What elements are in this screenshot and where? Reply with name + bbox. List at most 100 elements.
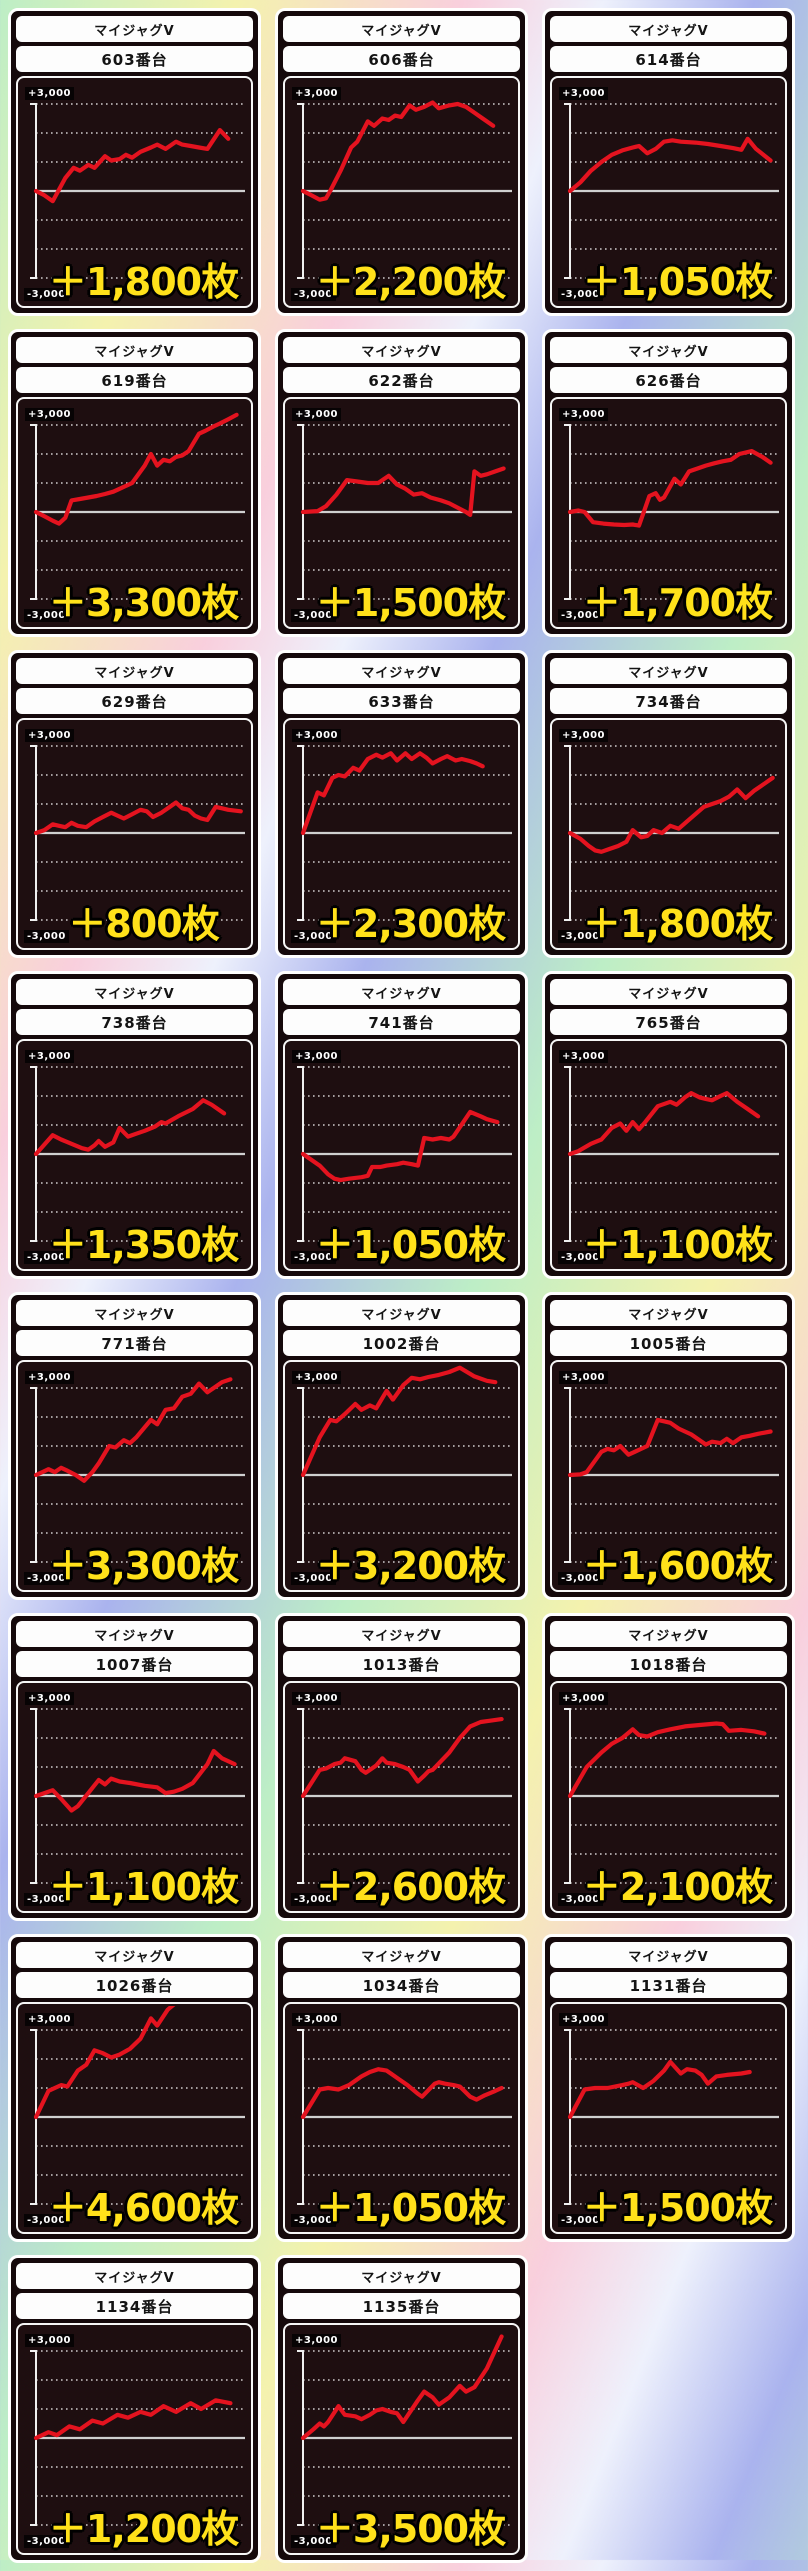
unit-number-label: 629番台 (16, 688, 253, 714)
axis-max-label: +3,000 (25, 2013, 75, 2026)
machine-card: マイジャグV 629番台 +3,000 -3,000 ＋800枚 (8, 650, 261, 958)
payout-line-chart (30, 2006, 245, 2205)
payout-line (33, 800, 243, 836)
chart-panel: +3,000 -3,000 ＋1,200枚 (16, 2323, 253, 2555)
axis-min-label: -3,000 (24, 930, 69, 943)
payout-line-chart (30, 1377, 245, 1563)
unit-number-label: 619番台 (16, 367, 253, 393)
payout-result: ＋4,600枚 (48, 2186, 239, 2230)
payout-result: ＋1,700枚 (582, 581, 773, 625)
payout-line (567, 775, 775, 854)
payout-result: ＋1,800枚 (48, 260, 239, 304)
payout-line (567, 136, 773, 194)
payout-line (33, 2006, 176, 2120)
chart-panel: +3,000 -3,000 ＋3,300枚 (16, 1360, 253, 1592)
chart-panel: +3,000 -3,000 ＋2,300枚 (283, 718, 520, 950)
machine-card: マイジャグV 622番台 +3,000 -3,000 ＋1,500枚 (275, 329, 528, 637)
unit-number-label: 734番台 (550, 688, 787, 714)
payout-line-chart (30, 1066, 245, 1242)
axis-max-label: +3,000 (292, 2013, 342, 2026)
payout-result: ＋3,300枚 (48, 1544, 239, 1588)
machine-name-label: マイジャグV (16, 658, 253, 684)
axis-min-label: -3,000 (558, 930, 603, 943)
payout-line (567, 2059, 752, 2120)
payout-result: ＋1,350枚 (48, 1223, 239, 1267)
payout-line-chart (297, 1066, 512, 1242)
unit-number-label: 606番台 (283, 46, 520, 72)
unit-number-label: 1131番台 (550, 1972, 787, 1998)
axis-max-label: +3,000 (559, 729, 609, 742)
axis-max-label: +3,000 (292, 2334, 342, 2347)
machine-name-label: マイジャグV (283, 979, 520, 1005)
chart-panel: +3,000 -3,000 ＋1,800枚 (550, 718, 787, 950)
machine-name-label: マイジャグV (550, 1621, 787, 1647)
unit-number-label: 741番台 (283, 1009, 520, 1035)
payout-line (33, 1377, 233, 1483)
unit-number-label: 1034番台 (283, 1972, 520, 1998)
payout-line (33, 412, 239, 526)
payout-line (567, 448, 773, 528)
machine-name-label: マイジャグV (550, 16, 787, 42)
machine-card: マイジャグV 619番台 +3,000 -3,000 ＋3,300枚 (8, 329, 261, 637)
payout-line-chart (564, 1066, 779, 1242)
axis-min-label: -3,000 (24, 609, 69, 622)
machine-card: マイジャグV 614番台 +3,000 -3,000 ＋1,050枚 (542, 8, 795, 316)
chart-panel: +3,000 -3,000 ＋4,600枚 (16, 2002, 253, 2234)
payout-line-chart (297, 745, 512, 921)
machine-name-label: マイジャグV (283, 1621, 520, 1647)
machine-name-label: マイジャグV (283, 16, 520, 42)
axis-min-label: -3,000 (291, 2535, 336, 2548)
machine-card: マイジャグV 734番台 +3,000 -3,000 ＋1,800枚 (542, 650, 795, 958)
machine-card: マイジャグV 738番台 +3,000 -3,000 ＋1,350枚 (8, 971, 261, 1279)
payout-line-chart (564, 424, 779, 600)
unit-number-label: 1002番台 (283, 1330, 520, 1356)
payout-line (33, 1098, 227, 1157)
machine-card: マイジャグV 1134番台 +3,000 -3,000 ＋1,200枚 (8, 2255, 261, 2563)
chart-panel: +3,000 -3,000 ＋1,100枚 (16, 1681, 253, 1913)
unit-number-label: 614番台 (550, 46, 787, 72)
payout-line-chart (564, 1387, 779, 1563)
payout-line-chart (30, 103, 245, 279)
axis-min-label: -3,000 (24, 1572, 69, 1585)
unit-number-label: 771番台 (16, 1330, 253, 1356)
axis-max-label: +3,000 (292, 1050, 342, 1063)
payout-line (300, 2067, 504, 2120)
payout-line (33, 2398, 233, 2441)
machine-card: マイジャグV 626番台 +3,000 -3,000 ＋1,700枚 (542, 329, 795, 637)
axis-min-label: -3,000 (558, 1251, 603, 1264)
machine-name-label: マイジャグV (16, 1621, 253, 1647)
chart-panel: +3,000 -3,000 ＋1,700枚 (550, 397, 787, 629)
payout-line-chart (297, 1365, 512, 1563)
machine-card: マイジャグV 1018番台 +3,000 -3,000 ＋2,100枚 (542, 1613, 795, 1921)
axis-max-label: +3,000 (292, 1371, 342, 1384)
axis-max-label: +3,000 (559, 1050, 609, 1063)
chart-panel: +3,000 -3,000 ＋3,300枚 (16, 397, 253, 629)
unit-number-label: 1007番台 (16, 1651, 253, 1677)
payout-line (300, 1365, 498, 1478)
unit-number-label: 622番台 (283, 367, 520, 393)
payout-result: ＋3,300枚 (48, 581, 239, 625)
axis-min-label: -3,000 (558, 288, 603, 301)
axis-max-label: +3,000 (559, 87, 609, 100)
axis-max-label: +3,000 (292, 1692, 342, 1705)
chart-panel: +3,000 -3,000 ＋1,050枚 (283, 1039, 520, 1271)
payout-result: ＋1,500枚 (315, 581, 506, 625)
chart-panel: +3,000 -3,000 ＋1,100枚 (550, 1039, 787, 1271)
payout-line-chart (564, 745, 779, 921)
chart-panel: +3,000 -3,000 ＋2,600枚 (283, 1681, 520, 1913)
axis-max-label: +3,000 (25, 408, 75, 421)
payout-line (300, 1109, 500, 1183)
payout-result: ＋1,100枚 (582, 1223, 773, 1267)
chart-panel: +3,000 -3,000 ＋1,500枚 (550, 2002, 787, 2234)
axis-min-label: -3,000 (558, 1893, 603, 1906)
payout-result: ＋1,050枚 (582, 260, 773, 304)
machine-name-label: マイジャグV (16, 337, 253, 363)
machine-name-label: マイジャグV (550, 1942, 787, 1968)
axis-max-label: +3,000 (559, 2013, 609, 2026)
machine-card: マイジャグV 771番台 +3,000 -3,000 ＋3,300枚 (8, 1292, 261, 1600)
machine-card: マイジャグV 633番台 +3,000 -3,000 ＋2,300枚 (275, 650, 528, 958)
payout-line-chart (564, 2029, 779, 2205)
machine-name-label: マイジャグV (550, 337, 787, 363)
axis-min-label: -3,000 (558, 1572, 603, 1585)
